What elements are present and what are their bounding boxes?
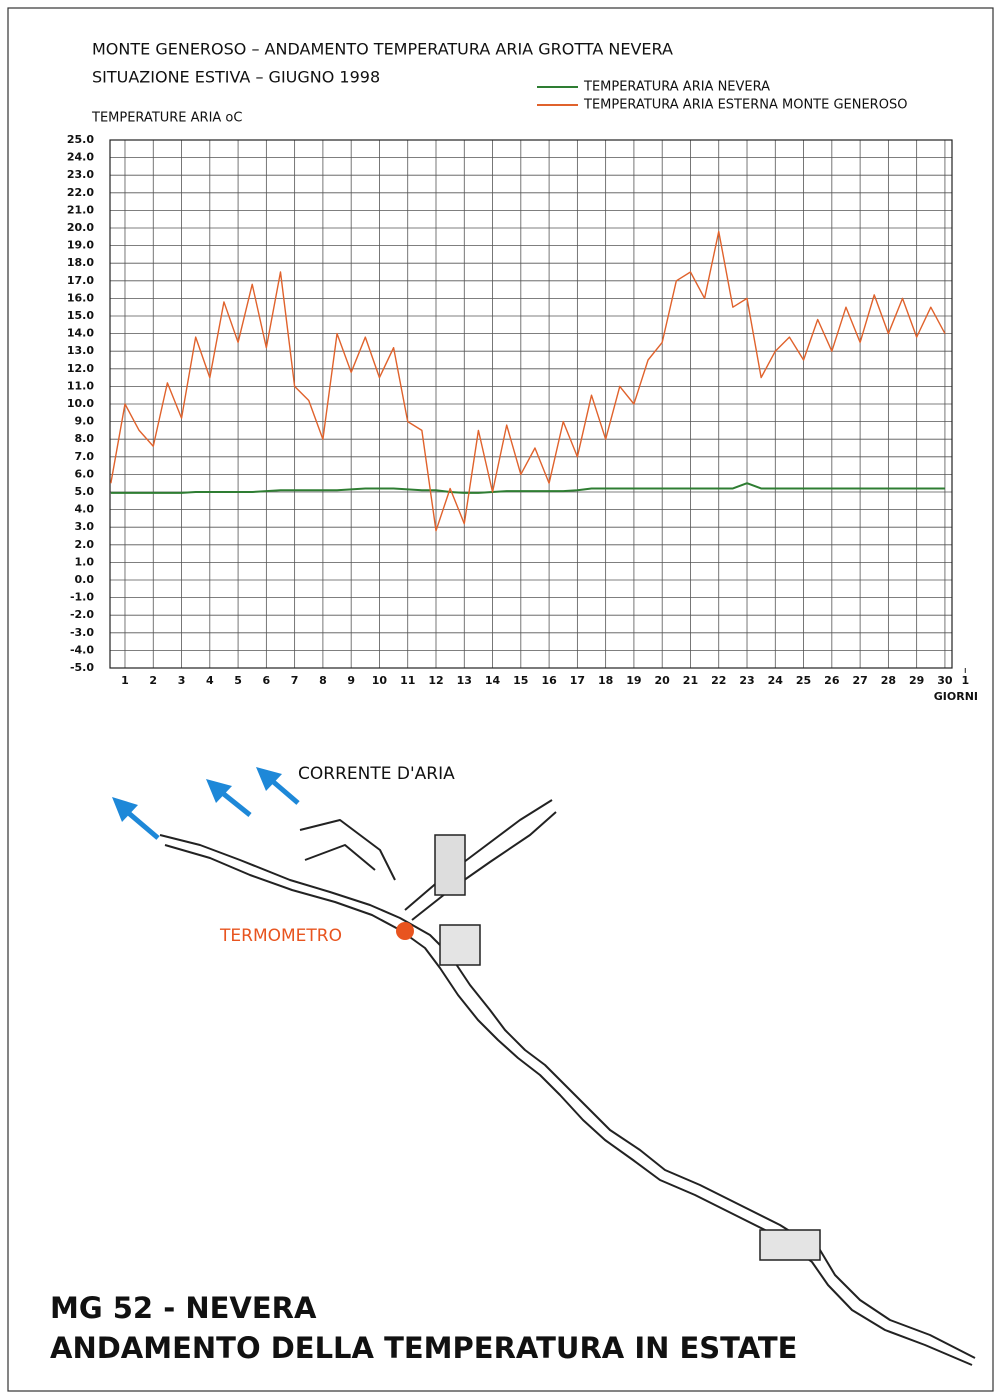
chart-subtitle: SITUAZIONE ESTIVA – GIUGNO 1998	[92, 68, 380, 87]
x-tick-label: 29	[909, 674, 924, 687]
y-tick-label: 1.0	[75, 555, 95, 568]
plot-frame	[109, 139, 953, 669]
x-tick-label: 25	[796, 674, 811, 687]
y-tick-label: 2.0	[75, 538, 95, 551]
x-tick-label: 5	[234, 674, 242, 687]
x-tick-label: 18	[598, 674, 613, 687]
y-tick-label: 0.0	[75, 573, 95, 586]
y-tick-label: -2.0	[70, 608, 94, 621]
x-tick-label: 22	[711, 674, 726, 687]
airflow-arrows	[112, 767, 300, 840]
x-tick-label: 24	[768, 674, 784, 687]
y-tick-label: 10.0	[67, 397, 94, 410]
x-tick-label: 19	[626, 674, 641, 687]
chart-title: MONTE GENEROSO – ANDAMENTO TEMPERATURA A…	[92, 40, 673, 59]
y-tick-label: 12.0	[67, 362, 94, 375]
x-tick-label: 4	[206, 674, 214, 687]
x-tick-label: 12	[428, 674, 443, 687]
y-tick-label: 20.0	[67, 221, 94, 234]
y-tick-label: 13.0	[67, 344, 94, 357]
y-tick-label: 16.0	[67, 291, 94, 304]
x-tick-label: 26	[824, 674, 840, 687]
x-tick-label: 9	[347, 674, 355, 687]
y-tick-label: 9.0	[75, 415, 95, 428]
legend-label: TEMPERATURA ARIA NEVERA	[583, 80, 770, 95]
x-tick-label: 10	[372, 674, 388, 687]
caption: ANDAMENTO DELLA TEMPERATURA IN ESTATE	[50, 1331, 798, 1365]
y-tick-label: 21.0	[67, 203, 94, 216]
x-tick-label: 7	[291, 674, 299, 687]
y-tick-label: 4.0	[75, 503, 95, 516]
y-tick-label: 14.0	[67, 327, 94, 340]
x-tick-label: 15	[513, 674, 528, 687]
y-tick-label: -4.0	[70, 643, 94, 656]
x-tick-label: 2	[149, 674, 157, 687]
thermometer-label: TERMOMETRO	[219, 926, 342, 946]
x-tick-label: 8	[319, 674, 327, 687]
y-tick-label: -5.0	[70, 661, 94, 674]
legend-label: TEMPERATURA ARIA ESTERNA MONTE GENEROSO	[583, 98, 907, 113]
x-tick-label: 16	[541, 674, 557, 687]
y-tick-label: -3.0	[70, 626, 94, 639]
y-tick-label: 6.0	[75, 467, 95, 480]
page-frame	[7, 7, 994, 1392]
y-tick-label: 22.0	[67, 186, 94, 199]
x-tick-label: 30	[937, 674, 953, 687]
y-tick-label: 15.0	[67, 309, 94, 322]
thermometer-marker	[396, 922, 414, 940]
x-tick-label: 1	[961, 674, 969, 687]
x-tick-label: 20	[655, 674, 671, 687]
y-tick-label: 17.0	[67, 274, 94, 287]
x-tick-label: 1	[121, 674, 129, 687]
y-tick-label: 19.0	[67, 239, 94, 252]
airflow-label: CORRENTE D'ARIA	[298, 764, 455, 784]
y-axis-label: TEMPERATURE ARIA oC	[91, 111, 242, 126]
y-tick-label: 7.0	[75, 450, 95, 463]
data-line	[110, 482, 945, 494]
y-tick-label: 18.0	[67, 256, 94, 269]
x-tick-label: 28	[881, 674, 896, 687]
x-tick-label: 14	[485, 674, 501, 687]
x-tick-label: 17	[570, 674, 585, 687]
cave-survey	[159, 799, 976, 1366]
y-tick-label: 3.0	[75, 520, 95, 533]
y-tick-label: 8.0	[75, 432, 95, 445]
caption: MG 52 - NEVERA	[50, 1291, 317, 1325]
y-tick-label: 23.0	[67, 168, 94, 181]
x-tick-label: 21	[683, 674, 698, 687]
data-line	[110, 230, 946, 532]
x-tick-label: 23	[739, 674, 754, 687]
y-tick-label: 5.0	[75, 485, 95, 498]
x-axis-label: GIORNI	[934, 690, 978, 703]
x-tick-label: 13	[457, 674, 472, 687]
x-tick-label: 6	[263, 674, 271, 687]
y-tick-label: -1.0	[70, 591, 94, 604]
x-tick-label: 11	[400, 674, 415, 687]
y-tick-label: 25.0	[67, 133, 94, 146]
x-tick-label: 3	[178, 674, 186, 687]
x-tick-label: 27	[852, 674, 867, 687]
y-tick-label: 24.0	[67, 151, 94, 164]
y-tick-label: 11.0	[67, 379, 94, 392]
